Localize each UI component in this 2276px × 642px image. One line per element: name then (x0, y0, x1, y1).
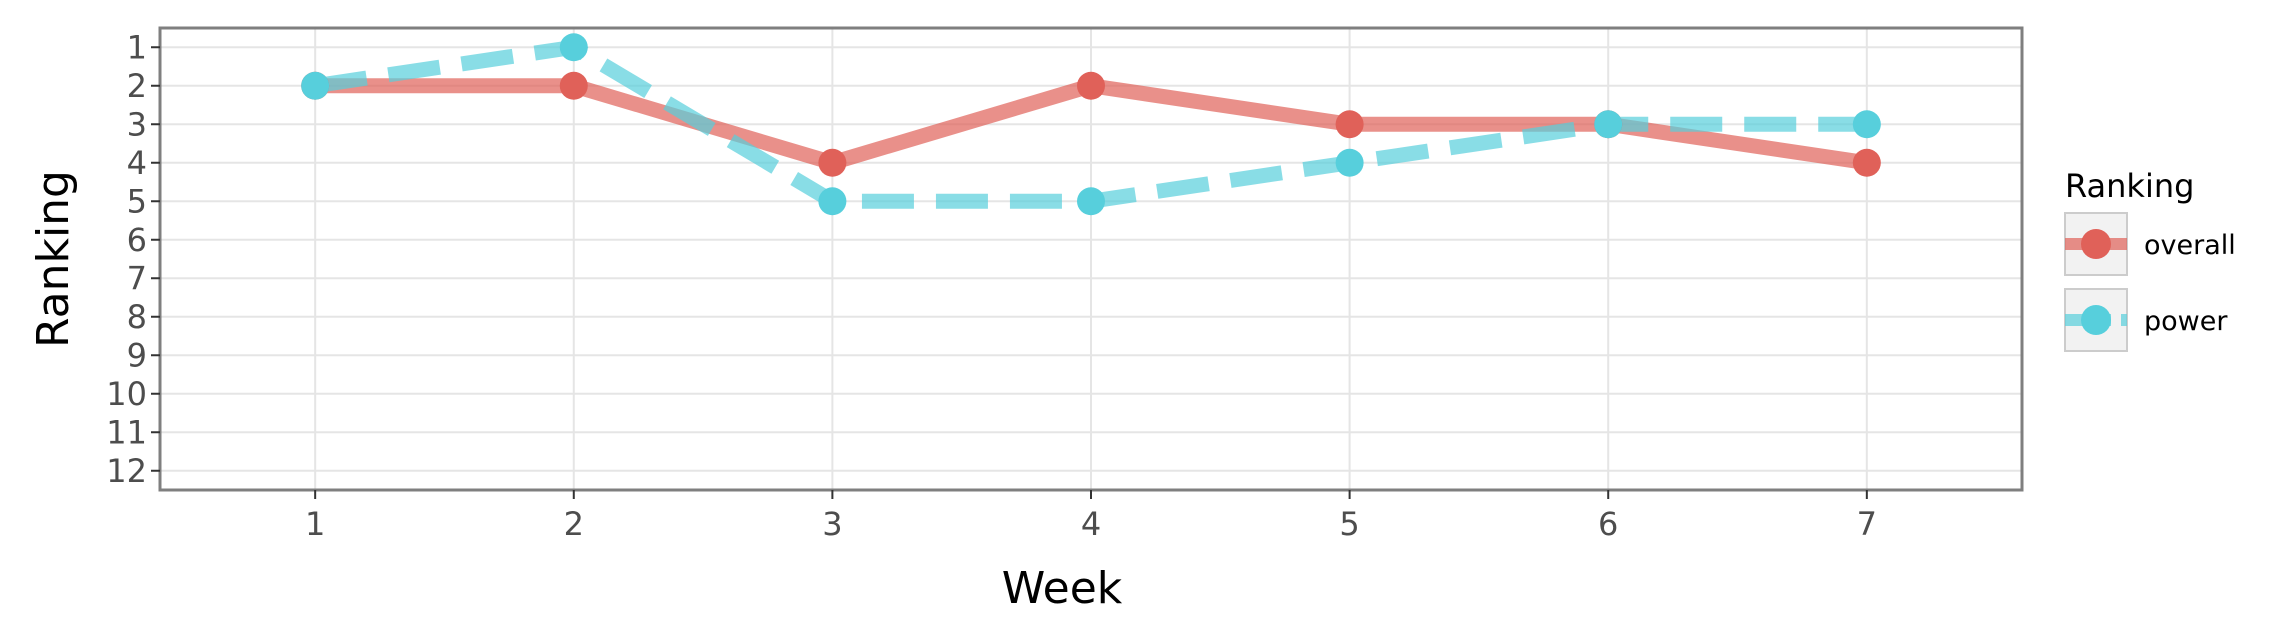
data-point-overall (1852, 148, 1881, 177)
x-tick-label: 7 (1857, 505, 1877, 543)
legend-marker-overall (2081, 229, 2111, 259)
y-tick-label: 12 (106, 452, 147, 490)
y-tick-label: 4 (127, 144, 147, 182)
legend-item-overall: overall (2064, 212, 2236, 276)
data-point-power (559, 33, 588, 62)
data-point-power (1852, 110, 1881, 139)
data-point-power (818, 187, 847, 216)
data-point-overall (1077, 71, 1105, 100)
x-tick-label: 4 (1081, 505, 1101, 543)
legend-label-overall: overall (2144, 230, 2236, 261)
y-tick-label: 10 (106, 375, 147, 413)
legend-marker-power (2081, 305, 2111, 335)
x-tick-label: 3 (822, 505, 842, 543)
y-tick-label: 7 (127, 259, 147, 297)
y-tick-label: 8 (127, 298, 147, 336)
y-tick-label: 3 (127, 105, 147, 143)
y-tick-label: 11 (106, 413, 147, 451)
x-tick-label: 5 (1339, 505, 1359, 543)
legend-item-power: power (2064, 288, 2228, 352)
data-point-overall (559, 71, 588, 100)
y-tick-label: 2 (127, 67, 147, 105)
x-tick-label: 2 (564, 505, 584, 543)
y-tick-label: 5 (127, 182, 147, 220)
legend-label-power: power (2144, 306, 2228, 337)
data-point-power (1077, 187, 1105, 216)
y-tick-label: 9 (127, 336, 147, 374)
x-axis-title: Week (1002, 563, 1123, 614)
data-point-overall (1335, 110, 1364, 139)
legend-title: Ranking (2065, 167, 2194, 205)
data-point-power (301, 71, 330, 100)
data-point-power (1335, 148, 1364, 177)
data-point-overall (818, 148, 847, 177)
y-axis-title: Ranking (28, 170, 79, 348)
data-point-power (1594, 110, 1623, 139)
x-tick-label: 6 (1598, 505, 1618, 543)
series-layer (301, 33, 1881, 216)
x-tick-label: 1 (305, 505, 325, 543)
legend: Ranking overall power (2064, 167, 2236, 352)
y-tick-label: 1 (127, 28, 147, 66)
y-tick-label: 6 (127, 221, 147, 259)
